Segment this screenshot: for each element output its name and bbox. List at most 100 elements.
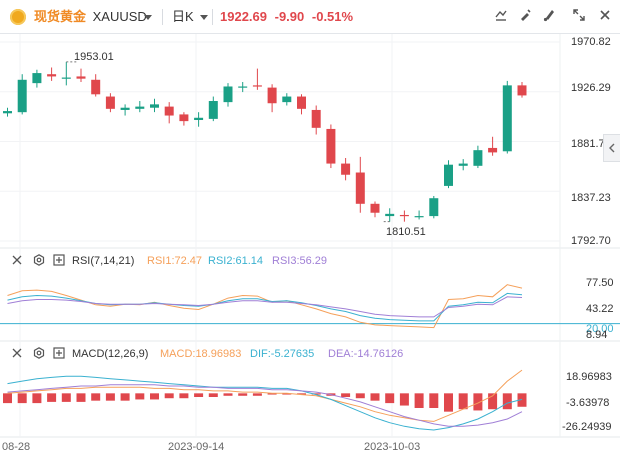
macd-bar <box>458 393 468 410</box>
candle-body <box>252 85 262 87</box>
candle-body <box>238 86 248 88</box>
macd-bar <box>502 393 512 410</box>
macd-bar <box>341 393 351 397</box>
rsi-legend: RSI(7,14,21) RSI1:72.47 RSI2:61.14 RSI3:… <box>10 254 570 268</box>
candle-body <box>3 111 12 114</box>
x-axis-label: 2023-09-14 <box>168 441 225 453</box>
settings-icon[interactable] <box>32 347 46 361</box>
close-icon[interactable] <box>10 347 24 361</box>
candle-body <box>517 85 527 96</box>
macd-bar <box>61 393 71 402</box>
x-axis-label: 2023-10-03 <box>364 441 421 453</box>
candle-body <box>267 87 277 104</box>
toolbar: 现货黄金 XAUUSD 日K 1922.69 -9.90 -0.51% <box>0 0 620 34</box>
candle-body <box>223 86 233 103</box>
candle-body <box>47 74 57 77</box>
candle-body <box>297 96 306 109</box>
macd-bar <box>47 393 57 402</box>
indicator-icon[interactable] <box>492 8 510 26</box>
candle-body <box>458 163 468 166</box>
candle-body <box>179 114 189 122</box>
close-icon[interactable] <box>10 254 24 268</box>
period-selector[interactable]: 日K <box>172 9 194 24</box>
candle-body <box>32 73 42 84</box>
candle-body <box>61 77 71 79</box>
rsi-axis-label: 43.22 <box>586 303 614 315</box>
macd-axis-label: -3.63978 <box>566 397 610 409</box>
price-axis-label: 1926.29 <box>571 82 611 94</box>
high-annotation: 1953.01 <box>74 51 114 63</box>
settings-icon[interactable] <box>32 254 46 268</box>
rsi1-line <box>7 284 523 329</box>
macd-bar <box>297 393 306 395</box>
ticker-label: XAUUSD <box>92 9 147 24</box>
draw-tool-icon[interactable] <box>516 8 534 26</box>
candle-body <box>429 198 439 217</box>
macd-bar <box>91 393 101 401</box>
rsi3-line <box>7 296 523 318</box>
low-annotation: 1810.51 <box>386 226 426 238</box>
macd-bar <box>76 393 86 402</box>
rsi1-value: RSI1:72.47 <box>147 255 203 267</box>
macd-bar <box>267 393 277 395</box>
candle-body <box>326 128 336 164</box>
candle-body <box>311 109 321 128</box>
rsi2-value: RSI2:61.14 <box>208 255 264 267</box>
macd-bar <box>473 393 483 411</box>
candle-body <box>194 117 204 121</box>
toolbar-divider <box>212 9 213 25</box>
price-axis-label: 1837.23 <box>571 192 611 204</box>
close-icon[interactable] <box>596 8 614 26</box>
candle-body <box>282 96 292 103</box>
candle-body <box>208 101 218 119</box>
macd-legend: MACD(12,26,9) MACD:18.96983 DIF:-5.27635… <box>10 347 570 361</box>
macd-bar <box>444 393 453 412</box>
macd-bar <box>370 393 380 401</box>
macd-bar <box>488 393 498 410</box>
macd-bar <box>429 393 439 408</box>
macd-bar <box>238 393 248 396</box>
macd-bar <box>223 393 233 396</box>
candle-body <box>444 164 453 186</box>
price-axis-label: 1970.82 <box>571 36 611 48</box>
macd-bar <box>282 393 292 395</box>
symbol-dropdown-icon[interactable] <box>144 15 152 20</box>
candle-body <box>385 213 395 217</box>
brush-icon[interactable] <box>540 8 558 26</box>
price-change: -9.90 <box>274 9 305 24</box>
dif-line <box>7 375 523 431</box>
macd-axis-label: -26.24939 <box>562 421 612 433</box>
macd-bar <box>32 393 42 404</box>
rsi-title: RSI(7,14,21) <box>72 255 135 267</box>
macd-value: MACD:18.96983 <box>160 348 242 360</box>
candle-body <box>488 147 498 153</box>
add-icon[interactable] <box>52 347 66 361</box>
last-price: 1922.69 <box>220 9 267 24</box>
macd-bar <box>414 393 424 408</box>
macd-bar <box>179 393 189 399</box>
dea-line <box>7 384 523 427</box>
dif-value: DIF:-5.27635 <box>250 348 315 360</box>
add-icon[interactable] <box>52 254 66 268</box>
symbol-label: 现货黄金 <box>34 9 87 24</box>
period-dropdown-icon[interactable] <box>200 15 208 20</box>
macd-line <box>7 369 523 422</box>
toolbar-divider <box>162 9 163 25</box>
candle-body <box>370 203 380 213</box>
macd-bar <box>150 393 159 400</box>
rsi3-value: RSI3:56.29 <box>272 255 328 267</box>
macd-bar <box>135 393 145 400</box>
candlestick-chart[interactable] <box>0 34 620 459</box>
macd-bar <box>17 393 27 404</box>
price-axis-label: 1792.70 <box>571 235 611 247</box>
collapse-panel-button[interactable] <box>603 134 620 162</box>
candle-body <box>150 104 159 108</box>
chart-area[interactable]: 1970.82 1926.29 1881.76 1837.23 1792.70 … <box>0 34 620 459</box>
price-change-pct: -0.51% <box>311 9 354 24</box>
macd-bar <box>3 393 12 404</box>
symbol-name[interactable]: 现货黄金 XAUUSD <box>34 9 147 25</box>
macd-bar <box>105 393 115 401</box>
fullscreen-icon[interactable] <box>570 8 588 26</box>
candle-body <box>399 214 409 217</box>
